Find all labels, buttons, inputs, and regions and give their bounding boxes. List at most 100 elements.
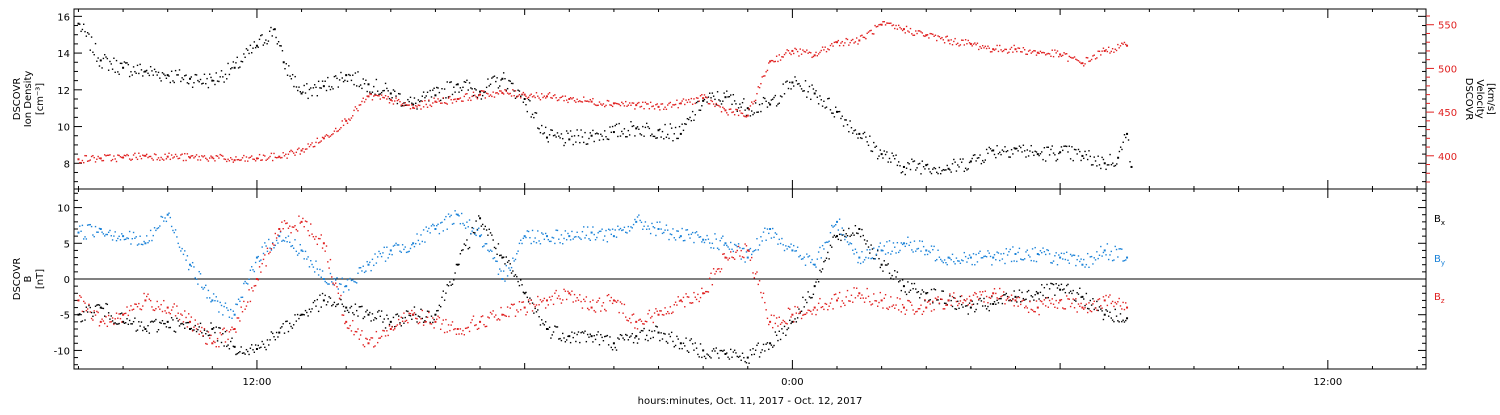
- velocity-series-sample: [739, 110, 741, 112]
- by-series-sample: [254, 261, 257, 264]
- by-series-sample: [522, 237, 525, 240]
- velocity-axis-label-line3: [km/s]: [1485, 83, 1496, 115]
- bx-series-sample: [1044, 297, 1047, 299]
- by-series-sample: [643, 225, 645, 227]
- bz-series-sample: [307, 230, 309, 232]
- velocity-series-point: [969, 42, 972, 45]
- density-series-sample: [324, 80, 326, 82]
- density-series-point: [479, 90, 482, 93]
- density-series-sample: [92, 51, 94, 53]
- by-series-sample: [472, 227, 475, 230]
- velocity-series-sample: [563, 99, 565, 102]
- velocity-series-sample: [1048, 53, 1051, 55]
- bx-series-sample: [1039, 291, 1042, 294]
- bx-series-sample: [735, 352, 737, 354]
- by-series-sample: [1060, 252, 1063, 255]
- by-series-sample: [174, 229, 177, 231]
- velocity-series-sample: [1111, 48, 1114, 50]
- by-series-sample: [281, 240, 283, 242]
- density-series-sample: [165, 77, 168, 79]
- by-series-sample: [411, 244, 413, 246]
- bz-series-sample: [342, 314, 345, 316]
- bz-series-sample: [245, 305, 248, 307]
- bz-series-sample: [219, 332, 221, 334]
- bx-series-sample: [857, 232, 859, 235]
- velocity-series-sample: [363, 101, 366, 103]
- by-series-sample: [1123, 259, 1126, 262]
- by-series-sample: [773, 236, 775, 239]
- velocity-series-sample: [770, 59, 773, 62]
- density-series-sample: [294, 75, 296, 78]
- density-series-sample: [143, 71, 145, 73]
- bx-series-sample: [848, 227, 850, 230]
- velocity-series-sample: [358, 104, 361, 106]
- velocity-series-sample: [340, 126, 342, 129]
- velocity-series-sample: [315, 141, 317, 144]
- bz-series-sample: [283, 220, 286, 222]
- bz-series-sample: [841, 300, 843, 302]
- by-series-sample: [1093, 257, 1095, 259]
- density-series-sample: [325, 89, 328, 92]
- bz-series-sample: [454, 328, 456, 330]
- density-series-point: [947, 167, 950, 170]
- velocity-series-point: [836, 41, 839, 44]
- by-series-sample: [1020, 258, 1022, 260]
- by-series-sample: [888, 240, 891, 242]
- by-series-sample: [1110, 250, 1112, 253]
- velocity-series-sample: [787, 50, 790, 52]
- bz-series-sample: [421, 309, 424, 312]
- bx-series-sample: [292, 324, 295, 326]
- bz-series-sample: [1118, 297, 1120, 300]
- by-series-sample: [1050, 261, 1052, 264]
- bx-series-sample: [258, 347, 261, 349]
- bz-series-sample: [677, 296, 679, 298]
- bx-series-sample: [663, 332, 665, 335]
- bz-series-sample: [287, 227, 290, 229]
- by-series-sample: [484, 243, 486, 245]
- velocity-series-sample: [989, 51, 992, 53]
- bx-series-sample: [184, 327, 186, 329]
- density-series-sample: [215, 72, 217, 74]
- by-series-sample: [626, 232, 628, 234]
- density-series-sample: [512, 82, 514, 85]
- density-series-sample: [890, 161, 892, 163]
- bz-series-point: [724, 256, 727, 259]
- bx-series-sample: [632, 341, 635, 344]
- density-series-sample: [718, 99, 720, 101]
- velocity-series-sample: [420, 108, 422, 110]
- velocity-series-sample: [694, 102, 696, 105]
- velocity-series-sample: [296, 148, 299, 151]
- bz-series-sample: [573, 293, 576, 296]
- bz-series-sample: [333, 284, 336, 286]
- bz-series-sample: [92, 319, 94, 321]
- bz-series-sample: [639, 318, 641, 321]
- density-series-sample: [379, 93, 382, 95]
- bx-series-sample: [832, 236, 834, 238]
- by-series-sample: [433, 224, 435, 227]
- bx-series-sample: [850, 234, 853, 236]
- density-series-sample: [904, 173, 906, 176]
- velocity-series-sample: [518, 93, 521, 96]
- velocity-series-sample: [1016, 50, 1018, 53]
- bz-series-sample: [180, 313, 182, 315]
- density-series-sample: [976, 157, 979, 159]
- density-series-sample: [228, 73, 231, 76]
- by-series-sample: [542, 233, 544, 235]
- by-series-sample: [967, 257, 969, 260]
- velocity-series-sample: [631, 102, 633, 104]
- density-series-sample: [857, 137, 859, 139]
- bx-series-sample: [1093, 308, 1095, 311]
- velocity-series-sample: [983, 47, 985, 49]
- bx-series-sample: [852, 232, 854, 234]
- bz-series-sample: [896, 297, 899, 299]
- bz-series-sample: [638, 319, 640, 321]
- by-series-sample: [359, 267, 362, 269]
- bz-series-point: [367, 342, 370, 345]
- bx-series-point: [568, 335, 571, 338]
- bz-series-sample: [315, 235, 317, 238]
- velocity-series-sample: [1039, 50, 1042, 53]
- velocity-series-sample: [547, 93, 549, 95]
- density-series-sample: [918, 162, 921, 165]
- density-series-sample: [470, 87, 472, 89]
- bx-series-sample: [418, 316, 421, 318]
